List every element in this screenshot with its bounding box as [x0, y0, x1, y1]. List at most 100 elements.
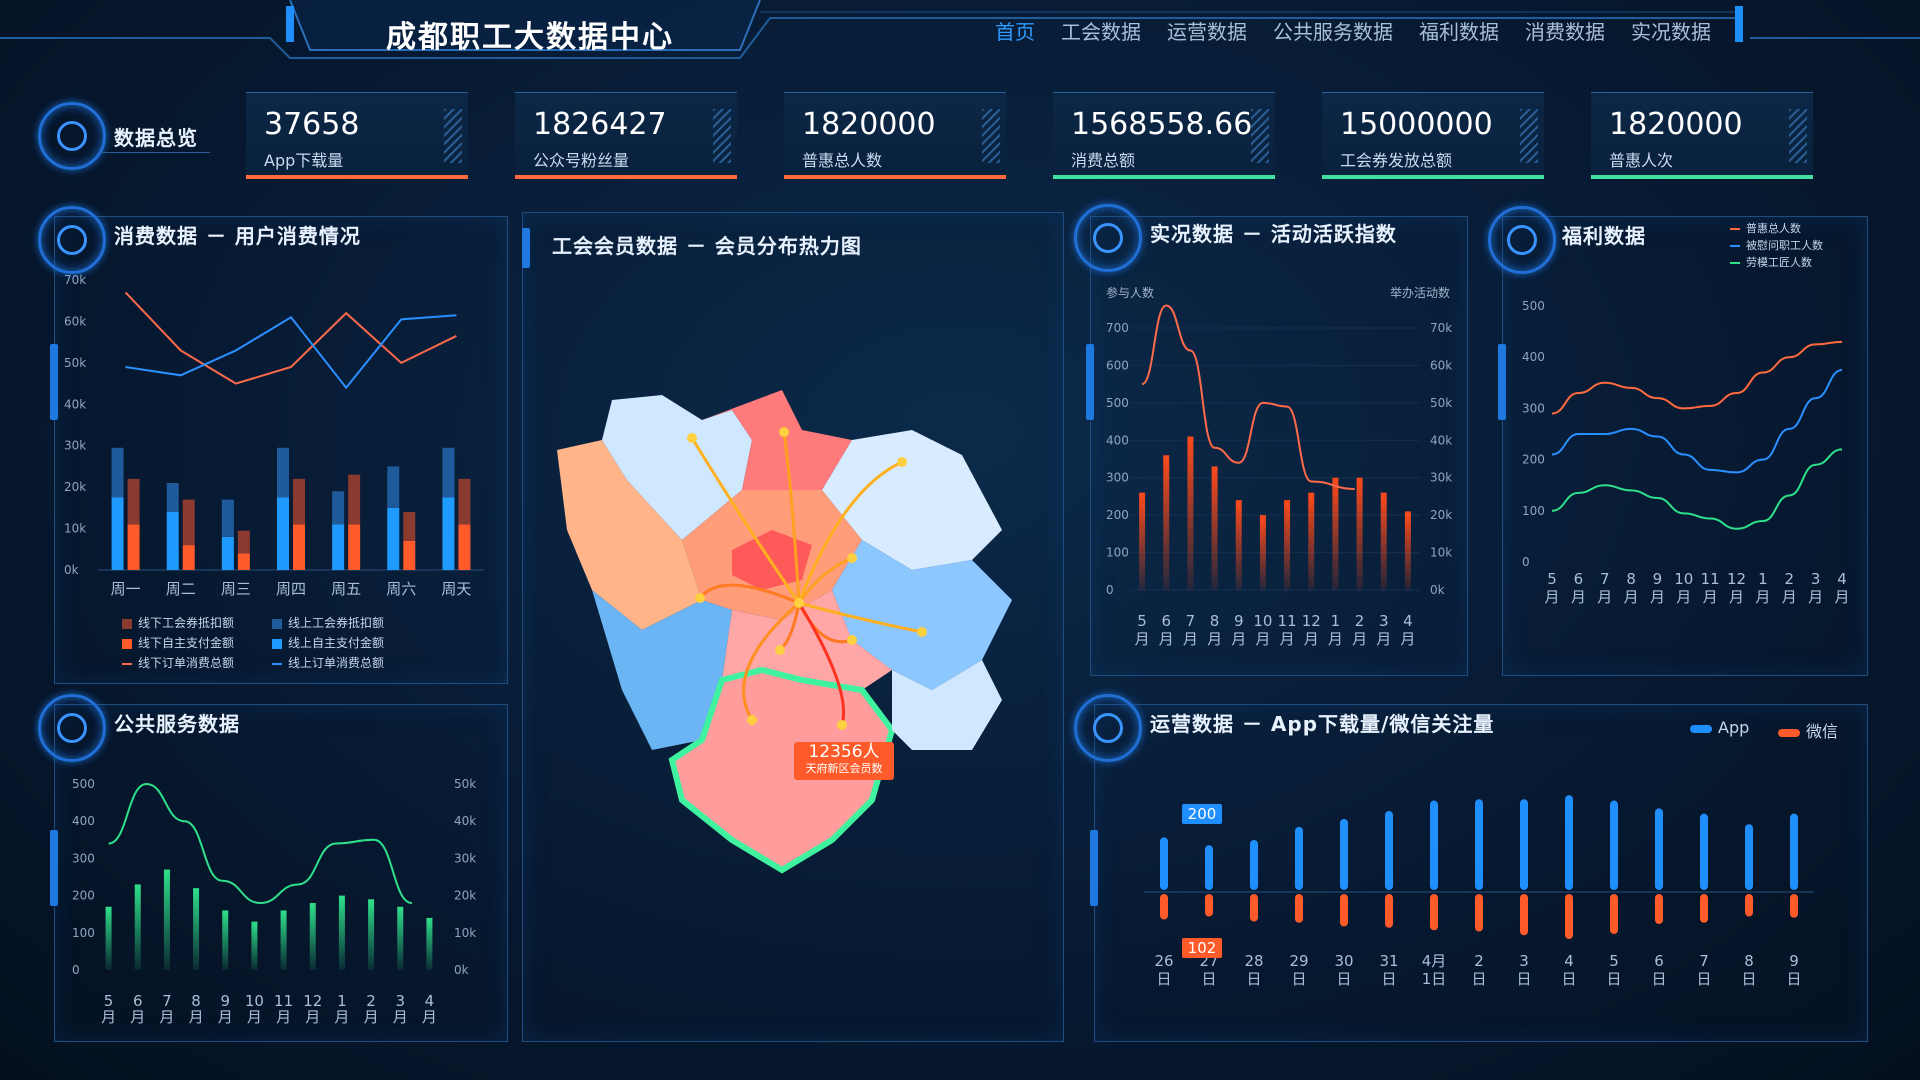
bar-wechat	[1475, 894, 1483, 932]
x-tick-day: 26	[1154, 952, 1173, 970]
x-tick-month: 8	[1626, 570, 1636, 588]
line-series-0	[124, 291, 457, 385]
x-tick-day: 31	[1379, 952, 1398, 970]
y-tick-left: 100	[1106, 546, 1129, 560]
bar-online-voucher	[111, 447, 124, 498]
x-tick-month: 4	[1403, 612, 1413, 630]
y-tick-left: 200	[72, 889, 95, 903]
legend-item: 普惠总人数	[1730, 220, 1801, 236]
x-tick-month: 1	[1331, 612, 1341, 630]
y-tick-left: 300	[1106, 471, 1129, 485]
x-tick-unit: 月	[1207, 630, 1222, 648]
bar-public-service	[251, 921, 258, 970]
nav-consumption-data[interactable]: 消费数据	[1525, 20, 1605, 44]
nav-union-data[interactable]: 工会数据	[1061, 20, 1141, 44]
nav-ops-data[interactable]: 运营数据	[1167, 20, 1247, 44]
x-tick-unit: 月	[1352, 630, 1367, 648]
panel-accent	[50, 830, 58, 906]
heatmap-callout[interactable]: 12356人 天府新区会员数	[794, 742, 894, 780]
live-target-icon	[1074, 204, 1142, 272]
stat-accent-bar	[1053, 175, 1275, 179]
line-public-service	[108, 782, 413, 905]
bar-wechat	[1295, 894, 1303, 923]
bar-app	[1610, 800, 1618, 890]
district-northeast	[822, 430, 1002, 570]
stat-label: 公众号粉丝量	[533, 151, 630, 170]
x-tick-month: 10	[1253, 612, 1272, 630]
consumption-legend: 线下工会券抵扣额 线下自主支付金额 线下订单消费总额 线上工会券抵扣额 线上自主…	[122, 614, 502, 674]
x-tick-unit: 月	[1729, 588, 1744, 606]
bar-public-service	[280, 910, 287, 970]
nav-public-service-data[interactable]: 公共服务数据	[1273, 20, 1393, 44]
x-tick-month: 6	[1574, 570, 1584, 588]
bar-offline-voucher	[237, 530, 250, 554]
y-tick-right: 60k	[1430, 358, 1452, 372]
stat-card-wechat-fans: 1826427 公众号粉丝量	[515, 92, 737, 179]
stat-value: 1568558.66	[1071, 107, 1253, 142]
stat-label: 消费总额	[1071, 151, 1136, 170]
welfare-legend: 普惠总人数 被慰问职工人数 劳模工匠人数	[1730, 220, 1870, 272]
y-tick-left: 500	[1106, 396, 1129, 410]
flow-points	[687, 427, 927, 730]
district-north	[702, 390, 852, 500]
x-tick-unit: 日	[1201, 970, 1216, 988]
bar-activity-count	[1259, 515, 1266, 590]
welfare-chart: 50040030020010005月6月7月8月9月10月11月12月1月2月3…	[1522, 299, 1850, 606]
x-tick-month: 9	[1653, 570, 1663, 588]
x-tick-unit: 月	[334, 1008, 349, 1026]
bar-wechat	[1160, 894, 1168, 920]
y-tick-right: 0k	[454, 963, 469, 977]
stat-label: 普惠总人数	[802, 151, 883, 170]
y-tick-label: 10k	[64, 522, 86, 536]
welfare-title: 福利数据	[1562, 224, 1646, 248]
x-tick-day: 7	[1699, 952, 1709, 970]
y-tick-left: 0	[72, 963, 80, 977]
nav-home[interactable]: 首页	[995, 20, 1035, 44]
bar-online-voucher	[221, 499, 234, 537]
bar-wechat	[1250, 894, 1258, 922]
x-tick-unit: 月	[1376, 630, 1391, 648]
x-tick-month: 3	[1811, 570, 1821, 588]
stat-label: 工会券发放总额	[1340, 151, 1453, 170]
y-tick-left: 600	[1106, 358, 1129, 372]
bar-online-self-pay	[332, 524, 345, 570]
stat-value: 37658	[264, 107, 360, 142]
x-tick-unit: 月	[1231, 630, 1246, 648]
x-tick-day: 4月	[1422, 952, 1447, 970]
x-tick-unit: 月	[1834, 588, 1849, 606]
x-tick-unit: 日	[1291, 970, 1306, 988]
y-tick-right: 50k	[454, 777, 476, 791]
bar-offline-voucher	[293, 478, 305, 525]
stat-label: 普惠人次	[1609, 151, 1674, 170]
x-tick-day: 30	[1334, 952, 1353, 970]
y-tick-label: 70k	[64, 273, 86, 287]
x-tick-unit: 日	[1246, 970, 1261, 988]
bar-activity-count	[1284, 500, 1291, 590]
x-tick-unit: 月	[1676, 588, 1691, 606]
bar-wechat	[1655, 894, 1663, 924]
nav-live-data[interactable]: 实况数据	[1631, 20, 1711, 44]
panel-accent	[1498, 344, 1506, 420]
bar-public-service	[338, 895, 345, 970]
nav-welfare-data[interactable]: 福利数据	[1419, 20, 1499, 44]
bar-offline-voucher	[348, 474, 361, 525]
y-tick-label: 100	[1522, 504, 1545, 518]
y-tick-label: 500	[1522, 299, 1545, 313]
x-tick-month: 7	[162, 992, 172, 1010]
bar-public-service	[426, 917, 433, 970]
bar-app	[1790, 813, 1798, 890]
x-tick-day: 8	[1744, 952, 1754, 970]
y-tick-right: 30k	[454, 851, 476, 865]
public-service-chart: 500400300200100050k40k30k20k10k0k5月6月7月8…	[72, 777, 476, 1026]
bar-wechat	[1790, 894, 1798, 918]
bar-wechat	[1610, 894, 1618, 934]
live-activity-panel	[1090, 216, 1468, 676]
bar-app	[1565, 795, 1573, 890]
stat-accent-bar	[515, 175, 737, 179]
stat-accent-bar	[784, 175, 1006, 179]
x-tick-unit: 月	[1159, 630, 1174, 648]
x-tick-month: 1	[1758, 570, 1768, 588]
y-tick-label: 300	[1522, 401, 1545, 415]
y-tick-left: 0	[1106, 583, 1114, 597]
bar-online-self-pay	[442, 497, 455, 570]
